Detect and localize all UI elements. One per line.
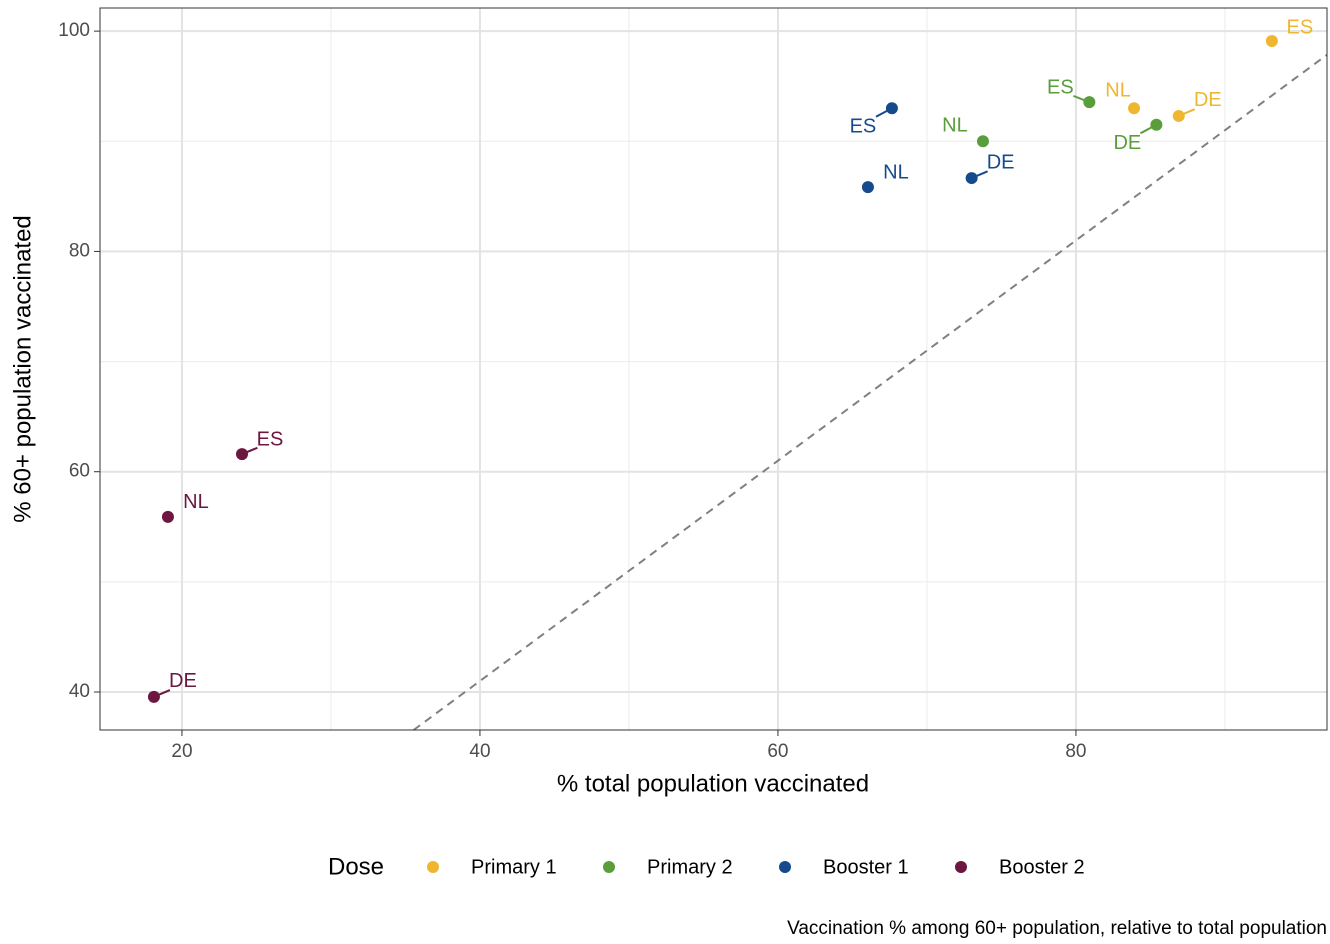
point — [1128, 102, 1141, 115]
x-axis-label: % total population vaccinated — [557, 770, 869, 797]
x-tick-label: 20 — [171, 741, 192, 762]
y-tick-label: 80 — [69, 240, 90, 261]
legend-marker — [779, 861, 791, 873]
panel-border — [99, 7, 1328, 731]
point — [976, 135, 989, 148]
legend-marker — [603, 861, 615, 873]
point-label: DE — [987, 151, 1015, 173]
point — [1172, 109, 1185, 122]
point-label: DE — [169, 670, 197, 692]
point-label: ES — [850, 116, 877, 138]
point — [965, 172, 978, 185]
y-axis-label: % 60+ population vaccinated — [9, 215, 36, 523]
y-tick-label: 60 — [69, 461, 90, 482]
point-label: NL — [883, 161, 909, 183]
legend-label: Booster 2 — [999, 856, 1085, 878]
point — [235, 448, 248, 461]
point-label: ES — [1047, 76, 1074, 98]
x-tick-label: 40 — [469, 741, 490, 762]
caption: Vaccination % among 60+ population, rela… — [787, 918, 1327, 939]
point-label: DE — [1194, 89, 1222, 111]
legend-title: Dose — [328, 853, 384, 880]
point-label: ES — [257, 428, 284, 450]
legend-marker — [955, 861, 967, 873]
reference-line — [413, 54, 1328, 731]
x-tick-label: 80 — [1065, 741, 1086, 762]
legend-label: Primary 2 — [647, 856, 733, 878]
point-label: NL — [1105, 80, 1131, 102]
point-label: ES — [1287, 16, 1314, 38]
legend-label: Booster 1 — [823, 856, 909, 878]
y-tick-label: 100 — [58, 20, 90, 41]
point — [147, 690, 160, 703]
point-label: DE — [1113, 132, 1141, 154]
point — [1265, 35, 1278, 48]
point — [161, 510, 174, 523]
point — [1150, 118, 1163, 131]
point — [861, 181, 874, 194]
point — [1083, 96, 1096, 109]
point-label: NL — [942, 115, 968, 137]
point-label: NL — [183, 491, 209, 513]
x-tick-label: 60 — [767, 741, 788, 762]
y-tick-label: 40 — [69, 681, 90, 702]
legend-marker — [427, 861, 439, 873]
point — [885, 102, 898, 115]
legend-label: Primary 1 — [471, 856, 557, 878]
